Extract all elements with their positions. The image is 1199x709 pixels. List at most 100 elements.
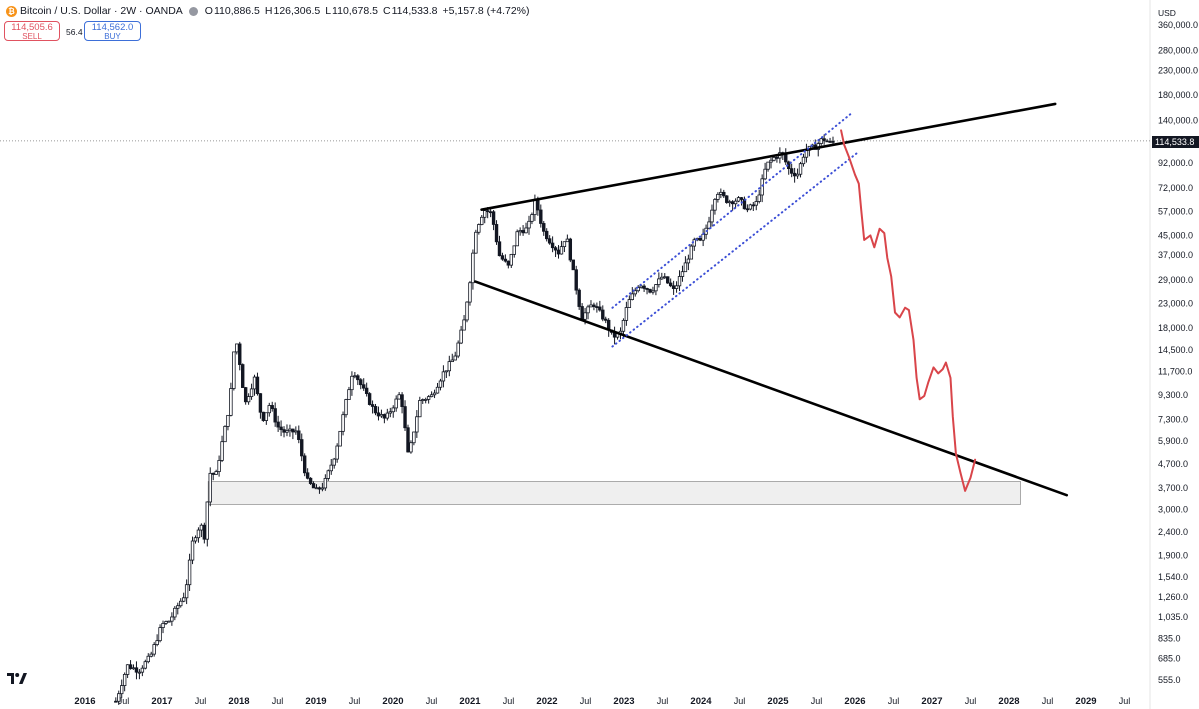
candle-body — [385, 412, 390, 419]
candle-body — [518, 230, 522, 233]
candle-body — [238, 343, 242, 365]
candle-body — [760, 178, 764, 196]
candle-body — [559, 246, 564, 255]
candle-body — [397, 394, 401, 400]
candle-body — [400, 394, 404, 407]
candle-body — [314, 487, 319, 490]
candle-body — [583, 312, 587, 320]
candle-body — [429, 394, 434, 398]
open-value: 110,886.5 — [213, 5, 260, 17]
candle-body — [229, 388, 233, 416]
candle-body — [441, 371, 446, 382]
candle-body — [308, 477, 313, 484]
candle-body — [713, 199, 717, 211]
candle-body — [754, 201, 758, 206]
candle-body — [117, 693, 121, 702]
time-tick-label: 2023 — [613, 696, 634, 707]
candle-body — [825, 140, 829, 143]
candle-body — [143, 661, 148, 669]
candle-body — [258, 393, 263, 413]
spread-value: 56.4 — [66, 27, 83, 37]
upper-wedge-line — [480, 102, 1057, 211]
candle-body — [485, 210, 490, 213]
time-tick-label: 2018 — [228, 696, 249, 707]
time-tick-label: Jul — [811, 696, 823, 706]
candle-body — [542, 223, 546, 232]
tradingview-logo[interactable] — [6, 671, 28, 685]
candle-body — [276, 421, 280, 428]
candle-body — [432, 392, 437, 396]
candle-body — [539, 209, 543, 224]
price-tick-label: 9,300.0 — [1158, 390, 1188, 400]
time-tick-label: Jul — [426, 696, 438, 706]
sell-button[interactable]: 114,505.6 SELL — [4, 21, 60, 41]
candle-body — [146, 655, 150, 663]
candle-body — [822, 138, 826, 142]
currency-label[interactable]: USD — [1158, 8, 1176, 18]
time-tick-label: 2021 — [459, 696, 481, 707]
candle-body — [341, 414, 345, 432]
candle-body — [689, 245, 694, 260]
price-tick-label: 29,000.0 — [1158, 275, 1193, 285]
candle-body — [444, 370, 449, 373]
candle-body — [415, 416, 419, 433]
price-tick-label: 3,700.0 — [1158, 483, 1188, 493]
candle-body — [477, 224, 481, 233]
candle-body — [134, 667, 139, 673]
price-tick-label: 230,000.0 — [1158, 65, 1198, 75]
candle-body — [294, 430, 298, 433]
candle-body — [243, 387, 248, 403]
candle-body — [527, 220, 531, 229]
symbol-title[interactable]: Bitcoin / U.S. Dollar · 2W · OANDA — [20, 5, 183, 17]
candle-body — [291, 428, 295, 433]
price-tick-label: 11,700.0 — [1158, 367, 1192, 377]
candle-body — [654, 284, 658, 292]
time-axis: 2016 Jul 2017 Jul 2018 Jul 2019 Jul 2020 Jul 2021 J… — [74, 696, 1130, 707]
candle-body — [483, 210, 487, 218]
price-tick-label: 5,900.0 — [1158, 436, 1188, 446]
candle-body — [710, 209, 714, 223]
time-tick-label: 2026 — [844, 696, 865, 707]
symbol-header: ₿ Bitcoin / U.S. Dollar · 2W · OANDA O 1… — [6, 4, 535, 18]
candle-body — [403, 406, 407, 429]
price-tick-label: 45,000.0 — [1158, 230, 1193, 240]
candle-body — [285, 430, 289, 433]
candle-body — [480, 216, 484, 225]
change-value: +5,157.8 (+4.72%) — [442, 5, 530, 17]
candle-body — [205, 501, 209, 540]
high-value: 126,306.5 — [273, 5, 321, 17]
candle-body — [666, 276, 670, 284]
candle-body — [474, 231, 478, 254]
candle-body — [149, 653, 153, 657]
candle-body — [273, 408, 277, 423]
price-tick-label: 23,000.0 — [1158, 298, 1193, 308]
candle-body — [176, 605, 180, 609]
candle-body — [125, 664, 130, 675]
candle-body — [556, 249, 561, 255]
time-tick-label: Jul — [1119, 696, 1131, 706]
candle-body — [353, 375, 357, 378]
candle-body — [453, 355, 457, 361]
candle-body — [530, 214, 534, 222]
candle-body — [595, 306, 599, 308]
price-tick-label: 14,500.0 — [1158, 345, 1193, 355]
candle-body — [645, 288, 649, 290]
candle-body — [568, 238, 573, 261]
candle-body — [763, 168, 767, 180]
price-tick-label: 72,000.0 — [1158, 183, 1193, 193]
high-label: H — [264, 5, 273, 17]
candle-body — [719, 191, 723, 195]
time-tick-label: Jul — [657, 696, 669, 706]
buy-button[interactable]: 114,562.0 BUY — [84, 21, 141, 41]
price-tick-label: 2,400.0 — [1158, 527, 1188, 537]
candle-body — [739, 197, 744, 200]
candle-body — [335, 445, 339, 460]
candle-body — [208, 472, 212, 503]
candle-body — [220, 441, 224, 461]
candle-body — [707, 221, 711, 229]
candle-body — [639, 285, 643, 288]
candle-body — [332, 458, 336, 466]
candle-body — [279, 426, 283, 431]
candle-body — [128, 664, 133, 669]
